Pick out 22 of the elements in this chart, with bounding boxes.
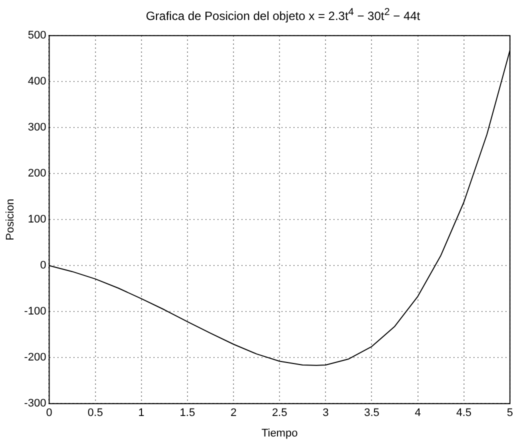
x-tick-label: 0.5 (88, 407, 103, 420)
y-tick-label: -100 (24, 306, 46, 318)
x-tick-label: 5 (506, 407, 514, 420)
y-tick-label: -300 (24, 398, 46, 410)
y-tick-label: 500 (28, 30, 46, 42)
x-tick-label: 2 (230, 407, 237, 420)
x-tick-label: 2.5 (272, 407, 288, 420)
x-tick-label: 3.5 (364, 407, 380, 420)
chart-title: Grafica de Posicion del objeto x = 2.3t$^{4}$ − 30t$^{2}$ − 44t (144, 6, 422, 25)
x-tick-label: 4 (414, 407, 421, 420)
y-tick-label: 100 (28, 214, 46, 226)
x-axis-title: Tiempo (261, 427, 298, 440)
y-axis-title: Posicion (4, 198, 17, 240)
x-tick-label: 1.5 (180, 407, 196, 420)
y-tick-label: 400 (28, 76, 46, 88)
x-tick-label: 3 (322, 407, 329, 420)
y-tick-label: -200 (24, 352, 46, 364)
y-tick-label: 300 (28, 122, 46, 134)
y-tick-label: 0 (40, 260, 46, 272)
x-tick-label: 4.5 (456, 407, 472, 420)
y-tick-label: 200 (28, 168, 46, 180)
x-tick-label: 1 (138, 407, 144, 420)
